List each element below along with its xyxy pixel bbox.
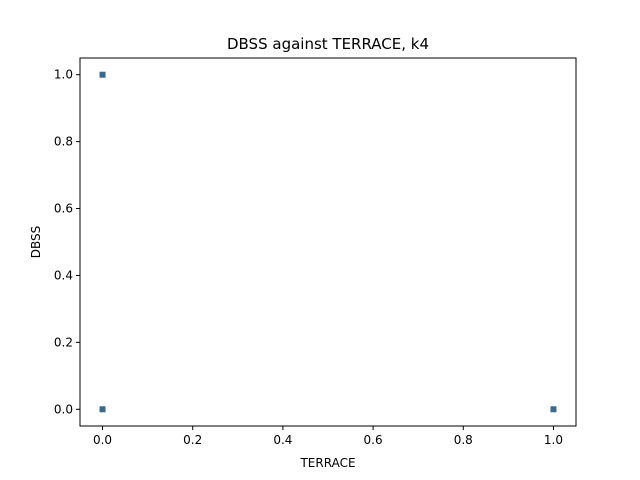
y-axis-label: DBSS: [29, 226, 43, 259]
y-tick-label: 0.8: [54, 135, 73, 149]
x-tick-label: 0.2: [183, 433, 202, 447]
x-axis-ticks: 0.0 0.2 0.4 0.6 0.8 1.0: [93, 426, 563, 447]
data-point: [99, 71, 106, 78]
data-points: [99, 71, 557, 413]
data-point: [99, 406, 106, 413]
y-tick-label: 0.6: [54, 202, 73, 216]
y-tick-label: 0.0: [54, 402, 73, 416]
y-axis-ticks: 0.0 0.2 0.4 0.6 0.8 1.0: [54, 68, 80, 416]
x-tick-label: 0.6: [364, 433, 383, 447]
x-tick-label: 0.4: [273, 433, 292, 447]
y-tick-label: 1.0: [54, 68, 73, 82]
y-tick-label: 0.2: [54, 335, 73, 349]
x-axis-label: TERRACE: [299, 456, 355, 470]
data-point: [550, 406, 557, 413]
x-tick-label: 0.0: [93, 433, 112, 447]
plot-area: [79, 57, 577, 427]
y-tick-label: 0.4: [54, 268, 73, 282]
x-tick-label: 1.0: [544, 433, 563, 447]
x-tick-label: 0.8: [454, 433, 473, 447]
chart-title: DBSS against TERRACE, k4: [227, 35, 429, 53]
